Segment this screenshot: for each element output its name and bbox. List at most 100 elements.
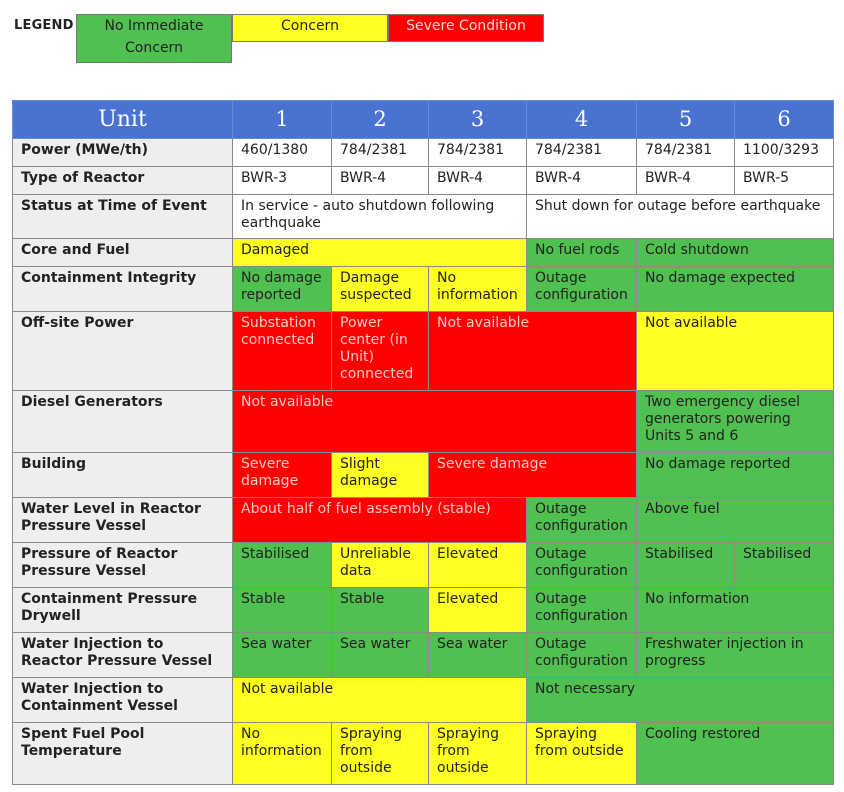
status-cell: BWR-4 [331, 166, 429, 195]
unit-3-header: 3 [428, 100, 527, 139]
legend-concern: Concern [232, 14, 388, 42]
status-cell: Slight damage [331, 452, 429, 498]
row-label: Building [12, 452, 233, 498]
row-label: Containment Pressure Drywell [12, 587, 233, 633]
status-cell: Not available [636, 311, 834, 391]
status-cell: Damaged [232, 238, 527, 267]
status-cell: No damage expected [636, 266, 834, 312]
unit-header: Unit [12, 100, 233, 139]
unit-4-header: 4 [526, 100, 637, 139]
status-cell: Unreliable data [331, 542, 429, 588]
row-label: Pressure of Reactor Pressure Vessel [12, 542, 233, 588]
status-cell: Outage configuration [526, 266, 637, 312]
table-row: Diesel Generators Not available Two emerge… [12, 390, 834, 453]
row-label: Diesel Generators [12, 390, 233, 453]
unit-6-header: 6 [734, 100, 834, 139]
row-label: Containment Integrity [12, 266, 233, 312]
status-cell: Above fuel [636, 497, 834, 543]
status-cell: BWR-4 [636, 166, 735, 195]
table-row: Water Injection to Containment Vessel Not… [12, 677, 834, 723]
status-cell: Elevated [428, 542, 527, 588]
status-cell: Not available [232, 677, 527, 723]
status-cell: Cooling restored [636, 722, 834, 785]
status-cell: 784/2381 [331, 138, 429, 167]
status-cell: No fuel rods [526, 238, 637, 267]
status-cell: No damage reported [636, 452, 834, 498]
reactor-status-table: Unit 1 2 3 4 5 6 Power (MWe/th) 460/1380 7… [12, 100, 834, 785]
status-cell: BWR-3 [232, 166, 332, 195]
status-cell: Elevated [428, 587, 527, 633]
table-row: Containment Integrity No damage reported D… [12, 266, 834, 312]
table-row: Power (MWe/th) 460/1380 784/2381 784/2381 78… [12, 138, 834, 167]
status-cell: Not available [232, 390, 637, 453]
row-label: Type of Reactor [12, 166, 233, 195]
table-row: Off-site Power Substation connected Power … [12, 311, 834, 391]
row-label: Spent Fuel Pool Temperature [12, 722, 233, 785]
status-cell: Stable [232, 587, 332, 633]
row-label: Power (MWe/th) [12, 138, 233, 167]
unit-1-header: 1 [232, 100, 332, 139]
status-cell: About half of fuel assembly (stable) [232, 497, 527, 543]
status-cell: 784/2381 [428, 138, 527, 167]
row-label: Water Injection to Containment Vessel [12, 677, 233, 723]
status-cell: Power center (in Unit) connected [331, 311, 429, 391]
row-label: Off-site Power [12, 311, 233, 391]
row-label: Core and Fuel [12, 238, 233, 267]
status-cell: Substation connected [232, 311, 332, 391]
status-cell: No information [636, 587, 834, 633]
status-cell: Outage configuration [526, 497, 637, 543]
legend-title: LEGEND [14, 18, 74, 33]
table-body: Power (MWe/th) 460/1380 784/2381 784/2381 78… [12, 138, 834, 785]
table-row: Status at Time of Event In service - auto… [12, 194, 834, 239]
status-cell: Severe damage [428, 452, 637, 498]
status-cell: Spraying from outside [428, 722, 527, 785]
table-row: Type of Reactor BWR-3 BWR-4 BWR-4 BWR-4 BWR-4… [12, 166, 834, 195]
status-cell: In service - auto shutdown following ear… [232, 194, 527, 239]
status-cell: Cold shutdown [636, 238, 834, 267]
status-cell: Spraying from outside [331, 722, 429, 785]
status-cell: 784/2381 [526, 138, 637, 167]
status-cell: Stabilised [636, 542, 735, 588]
status-cell: Not necessary [526, 677, 834, 723]
table-row: Building Severe damage Slight damage Severe… [12, 452, 834, 498]
status-cell: Freshwater injection in progress [636, 632, 834, 678]
status-cell: Not available [428, 311, 637, 391]
status-cell: Sea water [232, 632, 332, 678]
status-cell: BWR-4 [526, 166, 637, 195]
status-cell: BWR-4 [428, 166, 527, 195]
unit-2-header: 2 [331, 100, 429, 139]
status-cell: 1100/3293 [734, 138, 834, 167]
header-row: Unit 1 2 3 4 5 6 [12, 100, 834, 139]
table-row: Water Level in Reactor Pressure Vessel Ab… [12, 497, 834, 543]
status-cell: No damage reported [232, 266, 332, 312]
status-cell: No information [232, 722, 332, 785]
status-cell: Outage configuration [526, 542, 637, 588]
status-cell: Outage configuration [526, 632, 637, 678]
status-cell: Sea water [331, 632, 429, 678]
status-cell: Shut down for outage before earthquake [526, 194, 834, 239]
status-cell: Stabilised [232, 542, 332, 588]
status-cell: Stabilised [734, 542, 834, 588]
unit-5-header: 5 [636, 100, 735, 139]
status-cell: Two emergency diesel generators powering… [636, 390, 834, 453]
legend-no-immediate-concern: No Immediate Concern [76, 14, 232, 63]
table-row: Water Injection to Reactor Pressure Vess… [12, 632, 834, 678]
row-label: Status at Time of Event [12, 194, 233, 239]
status-cell: BWR-5 [734, 166, 834, 195]
row-label: Water Injection to Reactor Pressure Vess… [12, 632, 233, 678]
status-cell: Stable [331, 587, 429, 633]
status-cell: No information [428, 266, 527, 312]
table-row: Spent Fuel Pool Temperature No informatio… [12, 722, 834, 785]
table-row: Containment Pressure Drywell Stable Stable… [12, 587, 834, 633]
table-row: Core and Fuel Damaged No fuel rods Cold shu… [12, 238, 834, 267]
status-cell: Sea water [428, 632, 527, 678]
legend-severe-condition: Severe Condition [388, 14, 544, 42]
status-cell: 460/1380 [232, 138, 332, 167]
row-label: Water Level in Reactor Pressure Vessel [12, 497, 233, 543]
status-cell: 784/2381 [636, 138, 735, 167]
status-cell: Severe damage [232, 452, 332, 498]
status-cell: Damage suspected [331, 266, 429, 312]
status-cell: Spraying from outside [526, 722, 637, 785]
table-row: Pressure of Reactor Pressure Vessel Stabi… [12, 542, 834, 588]
status-cell: Outage configuration [526, 587, 637, 633]
